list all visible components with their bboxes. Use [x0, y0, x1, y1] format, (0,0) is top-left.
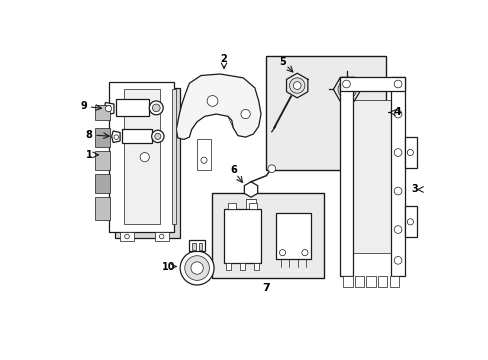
Circle shape	[393, 149, 401, 156]
Bar	[404, 206, 416, 237]
Bar	[366, 276, 375, 287]
Circle shape	[267, 165, 275, 172]
Circle shape	[124, 234, 129, 239]
Circle shape	[393, 110, 401, 118]
Circle shape	[393, 226, 401, 233]
Text: 4: 4	[392, 108, 401, 117]
Circle shape	[342, 85, 351, 94]
Circle shape	[159, 234, 163, 239]
Bar	[227, 203, 235, 209]
Bar	[224, 209, 261, 263]
Circle shape	[184, 256, 209, 280]
Circle shape	[279, 249, 285, 256]
Circle shape	[154, 133, 161, 139]
Circle shape	[241, 109, 250, 119]
Bar	[189, 240, 204, 251]
Circle shape	[152, 104, 160, 112]
Text: 5: 5	[279, 57, 285, 67]
Bar	[343, 276, 352, 287]
Circle shape	[289, 78, 305, 93]
Polygon shape	[111, 131, 120, 143]
Circle shape	[149, 101, 163, 115]
Bar	[240, 263, 244, 270]
Bar	[172, 89, 175, 224]
Text: 9: 9	[81, 101, 87, 111]
Circle shape	[180, 251, 214, 285]
Bar	[123, 89, 160, 224]
Bar	[246, 199, 255, 222]
Bar	[354, 276, 364, 287]
Circle shape	[342, 80, 349, 88]
Circle shape	[393, 187, 401, 195]
Circle shape	[393, 80, 401, 88]
Bar	[254, 263, 258, 270]
Polygon shape	[176, 74, 261, 139]
Circle shape	[105, 105, 111, 112]
Bar	[95, 174, 110, 193]
Bar	[353, 100, 390, 253]
Text: 2: 2	[220, 54, 227, 64]
Text: 8: 8	[86, 130, 93, 140]
Polygon shape	[244, 182, 257, 197]
Bar	[115, 88, 180, 238]
Bar	[226, 263, 230, 270]
Bar	[95, 105, 110, 120]
Bar	[108, 82, 174, 232]
Circle shape	[301, 249, 307, 256]
Bar	[266, 56, 385, 170]
Text: 3: 3	[411, 184, 418, 194]
Circle shape	[140, 153, 149, 162]
Circle shape	[201, 157, 207, 163]
Text: 7: 7	[262, 283, 270, 293]
Bar	[198, 243, 202, 249]
Bar	[212, 193, 324, 278]
Circle shape	[190, 262, 203, 274]
Polygon shape	[104, 103, 114, 115]
Bar	[389, 276, 398, 287]
Circle shape	[407, 219, 413, 225]
Text: 10: 10	[162, 261, 175, 271]
Bar	[390, 77, 404, 276]
Circle shape	[207, 95, 218, 106]
Bar	[197, 139, 210, 170]
Bar	[95, 151, 110, 170]
Bar	[339, 77, 353, 276]
Circle shape	[337, 80, 356, 99]
Circle shape	[114, 135, 118, 139]
Circle shape	[393, 256, 401, 264]
Bar	[404, 137, 416, 168]
Bar	[122, 130, 151, 143]
Bar	[95, 197, 110, 220]
Bar	[191, 243, 195, 249]
Text: 6: 6	[229, 165, 236, 175]
Bar	[154, 232, 168, 241]
Bar	[120, 232, 134, 241]
Circle shape	[151, 130, 163, 143]
Bar	[95, 128, 110, 147]
Bar	[377, 276, 386, 287]
Circle shape	[407, 149, 413, 156]
Bar	[276, 213, 310, 259]
Circle shape	[293, 82, 301, 89]
Bar	[116, 99, 148, 116]
Bar	[339, 77, 404, 91]
Bar	[249, 203, 257, 209]
Text: 1: 1	[86, 150, 93, 160]
